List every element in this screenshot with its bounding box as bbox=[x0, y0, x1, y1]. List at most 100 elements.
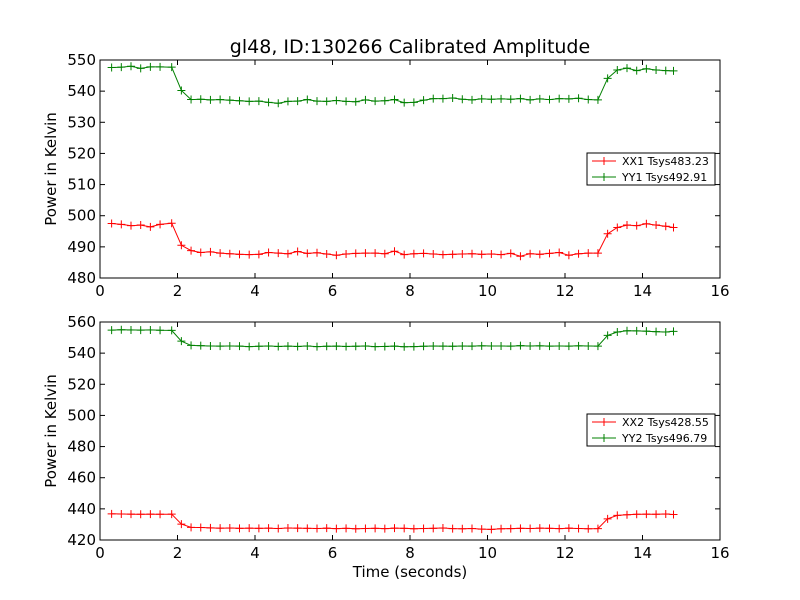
data-point-marker bbox=[117, 63, 126, 72]
data-point-marker bbox=[371, 342, 380, 351]
data-point-marker bbox=[555, 248, 564, 257]
data-point-marker bbox=[603, 229, 612, 238]
data-point-marker bbox=[146, 510, 155, 519]
x-tick-label: 8 bbox=[405, 282, 415, 300]
data-point-marker bbox=[429, 524, 438, 533]
data-point-marker bbox=[342, 250, 351, 259]
data-point-marker bbox=[584, 95, 593, 104]
data-point-marker bbox=[254, 524, 263, 533]
data-point-marker bbox=[497, 94, 506, 103]
x-tick-label: 14 bbox=[633, 282, 652, 300]
data-point-marker bbox=[593, 524, 602, 533]
data-point-marker bbox=[156, 62, 165, 71]
data-point-marker bbox=[661, 327, 670, 336]
data-point-marker bbox=[225, 96, 234, 105]
data-point-marker bbox=[351, 524, 360, 533]
data-point-marker bbox=[652, 221, 661, 230]
data-point-marker bbox=[187, 95, 196, 104]
data-point-marker bbox=[117, 325, 126, 334]
y-tick-label: 500 bbox=[67, 406, 96, 424]
x-tick-label: 12 bbox=[555, 544, 574, 562]
top-panel: 0 2 4 6 8 10 12 14 16 480 490 500 510 520 530 540 550 Pow… bbox=[42, 51, 730, 300]
data-point-marker bbox=[303, 341, 312, 350]
series-line bbox=[111, 513, 674, 530]
data-point-marker bbox=[187, 523, 196, 532]
data-point-marker bbox=[342, 97, 351, 106]
data-point-marker bbox=[613, 223, 622, 232]
data-point-marker bbox=[361, 524, 370, 533]
data-point-marker bbox=[216, 342, 225, 351]
data-point-marker bbox=[555, 341, 564, 350]
data-point-marker bbox=[584, 341, 593, 350]
data-point-marker bbox=[661, 66, 670, 75]
data-point-marker bbox=[497, 341, 506, 350]
data-point-marker bbox=[225, 524, 234, 533]
data-point-marker bbox=[146, 325, 155, 334]
series-line bbox=[111, 329, 674, 348]
data-point-marker bbox=[342, 342, 351, 351]
bottom-panel: 0 2 4 6 8 10 12 14 16 420 440 460 480 500 520 540 560 Pow… bbox=[42, 313, 730, 581]
data-point-marker bbox=[623, 221, 631, 230]
data-point-marker bbox=[361, 341, 370, 350]
data-point-marker bbox=[564, 524, 573, 533]
data-point-marker bbox=[293, 247, 302, 256]
legend-label: YY1 Tsys492.91 bbox=[621, 171, 707, 184]
data-point-marker bbox=[254, 97, 263, 106]
data-point-marker bbox=[574, 341, 583, 350]
data-point-marker bbox=[322, 524, 331, 533]
data-point-marker bbox=[283, 524, 292, 533]
data-point-marker bbox=[400, 524, 409, 533]
data-point-marker bbox=[322, 342, 331, 351]
y-tick-label: 480 bbox=[67, 269, 96, 287]
data-point-marker bbox=[264, 524, 273, 533]
x-tick-label: 4 bbox=[250, 282, 260, 300]
y-tick-label: 420 bbox=[67, 531, 96, 549]
data-point-marker bbox=[283, 342, 292, 351]
data-point-marker bbox=[400, 250, 409, 259]
data-point-marker bbox=[206, 523, 215, 532]
data-point-marker bbox=[458, 250, 467, 259]
data-point-marker bbox=[127, 510, 135, 519]
data-point-marker bbox=[545, 249, 554, 258]
data-point-marker bbox=[593, 249, 602, 258]
data-point-marker bbox=[274, 249, 283, 258]
data-point-marker bbox=[274, 99, 283, 108]
data-point-marker bbox=[196, 341, 205, 350]
data-point-marker bbox=[623, 326, 631, 335]
data-point-marker bbox=[564, 94, 573, 103]
data-point-marker bbox=[669, 327, 678, 336]
series-line bbox=[111, 65, 674, 104]
data-point-marker bbox=[167, 219, 176, 228]
data-point-marker bbox=[669, 223, 678, 232]
data-point-marker bbox=[535, 524, 544, 533]
y-tick-label: 480 bbox=[67, 438, 96, 456]
data-point-marker bbox=[429, 250, 438, 259]
data-point-marker bbox=[390, 95, 399, 104]
data-point-marker bbox=[177, 520, 186, 529]
data-point-marker bbox=[652, 510, 661, 519]
data-point-marker bbox=[429, 341, 438, 350]
data-point-marker bbox=[283, 249, 292, 258]
data-point-marker bbox=[136, 326, 145, 335]
data-point-marker bbox=[661, 509, 670, 518]
data-point-marker bbox=[127, 325, 135, 334]
data-point-marker bbox=[584, 249, 593, 258]
data-point-marker bbox=[361, 95, 370, 104]
y-tick-label: 500 bbox=[67, 207, 96, 225]
data-point-marker bbox=[642, 64, 651, 73]
data-point-marker bbox=[313, 342, 321, 351]
y-tick-label: 530 bbox=[67, 113, 96, 131]
data-point-marker bbox=[409, 524, 418, 533]
data-point-marker bbox=[564, 251, 573, 260]
data-point-marker bbox=[245, 342, 254, 351]
data-point-marker bbox=[313, 524, 321, 533]
data-point-marker bbox=[167, 63, 176, 72]
data-point-marker bbox=[400, 342, 409, 351]
legend-box bbox=[586, 413, 716, 447]
data-point-marker bbox=[584, 524, 593, 533]
data-point-marker bbox=[613, 65, 622, 74]
data-point-marker bbox=[632, 326, 641, 335]
x-tick-label: 10 bbox=[478, 282, 497, 300]
data-point-marker bbox=[390, 342, 399, 351]
